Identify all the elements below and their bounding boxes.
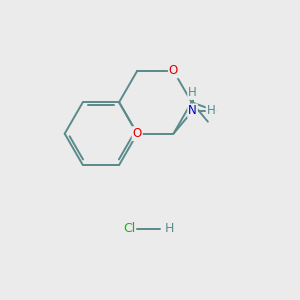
Text: H: H — [207, 104, 215, 117]
Text: N: N — [188, 104, 197, 117]
Text: H: H — [165, 222, 174, 235]
Text: O: O — [133, 127, 142, 140]
Text: Cl: Cl — [123, 222, 135, 235]
Text: H: H — [188, 86, 197, 99]
Text: O: O — [169, 64, 178, 77]
